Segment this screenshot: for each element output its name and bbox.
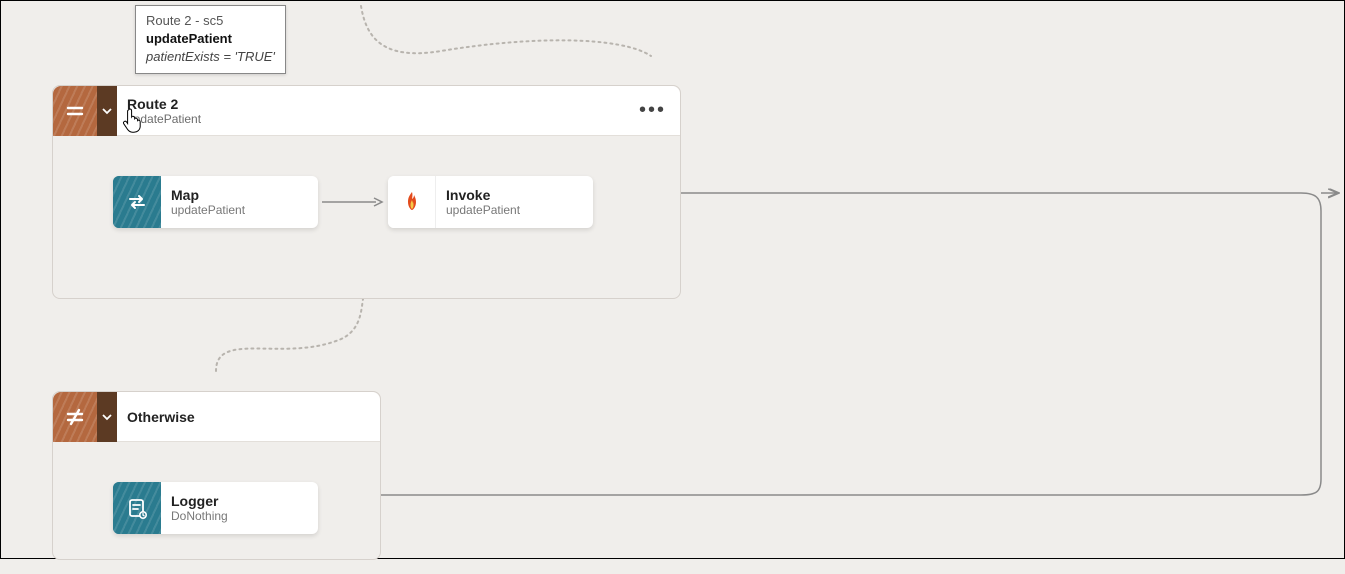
map-node-subtitle: updatePatient — [171, 203, 245, 217]
node-arrow — [318, 197, 388, 207]
invoke-node-subtitle: updatePatient — [446, 203, 520, 217]
invoke-node-title: Invoke — [446, 187, 520, 203]
route2-menu-icon[interactable]: ••• — [639, 100, 666, 120]
otherwise-title: Otherwise — [127, 409, 380, 425]
route2-container[interactable]: Route 2 updatePatient ••• Map updatePati… — [52, 85, 681, 299]
swap-icon — [113, 176, 161, 228]
logger-node[interactable]: Logger DoNothing — [113, 482, 318, 534]
route-tooltip: Route 2 - sc5 updatePatient patientExist… — [135, 5, 286, 74]
otherwise-body: Logger DoNothing — [53, 442, 380, 574]
otherwise-labels: Otherwise — [117, 409, 380, 425]
cursor-pointer-icon — [122, 107, 144, 138]
tooltip-line3: patientExists = 'TRUE' — [146, 48, 275, 66]
otherwise-header[interactable]: Otherwise — [53, 392, 380, 442]
fire-icon — [388, 176, 436, 228]
route2-title: Route 2 — [127, 96, 680, 112]
tooltip-line2: updatePatient — [146, 30, 275, 48]
not-equals-icon — [53, 392, 97, 442]
route2-header[interactable]: Route 2 updatePatient ••• — [53, 86, 680, 136]
invoke-node[interactable]: Invoke updatePatient — [388, 176, 593, 228]
map-node-title: Map — [171, 187, 245, 203]
route2-labels: Route 2 updatePatient — [117, 96, 680, 126]
logger-node-subtitle: DoNothing — [171, 509, 228, 523]
logger-icon — [113, 482, 161, 534]
equals-icon — [53, 86, 97, 136]
map-node[interactable]: Map updatePatient — [113, 176, 318, 228]
collapse-chevron[interactable] — [97, 86, 117, 136]
logger-node-title: Logger — [171, 493, 228, 509]
otherwise-collapse-chevron[interactable] — [97, 392, 117, 442]
otherwise-container[interactable]: Otherwise Logger DoNothing — [52, 391, 381, 560]
route2-body: Map updatePatient Invoke updatePatient — [53, 136, 680, 268]
tooltip-line1: Route 2 - sc5 — [146, 12, 275, 30]
route2-subtitle: updatePatient — [127, 112, 680, 126]
